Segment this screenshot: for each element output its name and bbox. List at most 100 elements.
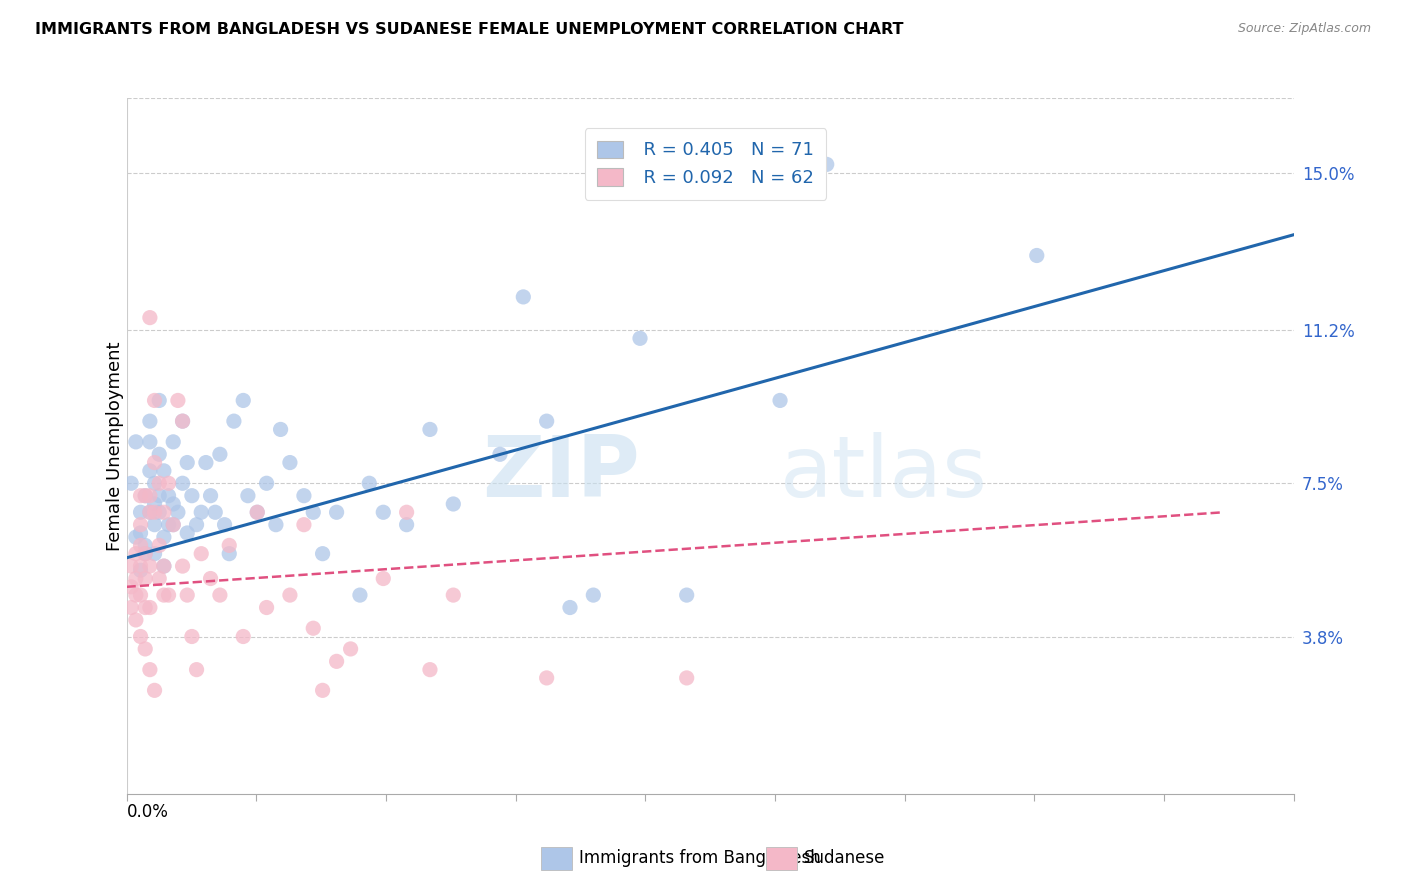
Point	[167, 393, 190, 408]
Text: IMMIGRANTS FROM BANGLADESH VS SUDANESE FEMALE UNEMPLOYMENT CORRELATION CHART: IMMIGRANTS FROM BANGLADESH VS SUDANESE F…	[35, 22, 904, 37]
Point	[1025, 248, 1047, 262]
Point	[143, 393, 166, 408]
Point	[129, 559, 152, 574]
Point	[180, 630, 202, 644]
Y-axis label: Female Unemployment: Female Unemployment	[107, 342, 124, 550]
Point	[441, 588, 464, 602]
Point	[120, 600, 142, 615]
Point	[153, 464, 176, 478]
Point	[232, 393, 254, 408]
Point	[139, 414, 162, 428]
Text: Sudanese: Sudanese	[804, 849, 886, 867]
Point	[162, 517, 184, 532]
Point	[157, 517, 180, 532]
Point	[153, 530, 176, 544]
Point	[769, 393, 792, 408]
Point	[675, 588, 697, 602]
Point	[139, 600, 162, 615]
Point	[134, 538, 156, 552]
Point	[134, 547, 156, 561]
Point	[311, 683, 333, 698]
Point	[162, 434, 184, 449]
Point	[153, 505, 176, 519]
Point	[148, 538, 170, 552]
Point	[536, 414, 558, 428]
Point	[628, 331, 651, 345]
Point	[167, 505, 190, 519]
Point	[139, 505, 162, 519]
Point	[139, 663, 162, 677]
Point	[139, 464, 162, 478]
Point	[143, 476, 166, 491]
Point	[246, 505, 269, 519]
Point	[125, 572, 148, 586]
Point	[218, 538, 240, 552]
Point	[419, 422, 441, 436]
Text: Source: ZipAtlas.com: Source: ZipAtlas.com	[1237, 22, 1371, 36]
Point	[148, 505, 170, 519]
Point	[153, 588, 176, 602]
Point	[176, 456, 198, 470]
Point	[139, 310, 162, 325]
Text: 0.0%: 0.0%	[127, 803, 169, 821]
Point	[157, 476, 180, 491]
Point	[139, 559, 162, 574]
Point	[208, 447, 231, 461]
Point	[143, 505, 166, 519]
Point	[120, 580, 142, 594]
Point	[558, 600, 581, 615]
Point	[194, 456, 217, 470]
Point	[325, 654, 347, 668]
Point	[222, 414, 245, 428]
Point	[172, 559, 194, 574]
Point	[125, 588, 148, 602]
Point	[395, 517, 418, 532]
Point	[536, 671, 558, 685]
Point	[582, 588, 605, 602]
Point	[180, 489, 202, 503]
Point	[162, 497, 184, 511]
Point	[292, 489, 315, 503]
Point	[256, 476, 278, 491]
Point	[204, 505, 226, 519]
Point	[120, 476, 142, 491]
Point	[129, 538, 152, 552]
Point	[125, 530, 148, 544]
Point	[373, 572, 395, 586]
Point	[190, 547, 212, 561]
Point	[349, 588, 371, 602]
Point	[270, 422, 292, 436]
Point	[143, 683, 166, 698]
Point	[143, 497, 166, 511]
Point	[419, 663, 441, 677]
Point	[143, 456, 166, 470]
Point	[129, 517, 152, 532]
Point	[218, 547, 240, 561]
Point	[278, 456, 301, 470]
Point	[339, 642, 361, 657]
Point	[236, 489, 259, 503]
Point	[139, 434, 162, 449]
Point	[120, 559, 142, 574]
Point	[200, 489, 222, 503]
Point	[675, 671, 697, 685]
Point	[292, 517, 315, 532]
Point	[134, 642, 156, 657]
Point	[190, 505, 212, 519]
Point	[129, 489, 152, 503]
Point	[302, 621, 325, 635]
Point	[148, 489, 170, 503]
Point	[134, 600, 156, 615]
Point	[246, 505, 269, 519]
Point	[489, 447, 512, 461]
Point	[134, 489, 156, 503]
Point	[162, 517, 184, 532]
Point	[373, 505, 395, 519]
Point	[148, 476, 170, 491]
Point	[125, 613, 148, 627]
Point	[208, 588, 231, 602]
Point	[148, 447, 170, 461]
Legend:   R = 0.405   N = 71,   R = 0.092   N = 62: R = 0.405 N = 71, R = 0.092 N = 62	[585, 128, 827, 200]
Point	[129, 588, 152, 602]
Point	[278, 588, 301, 602]
